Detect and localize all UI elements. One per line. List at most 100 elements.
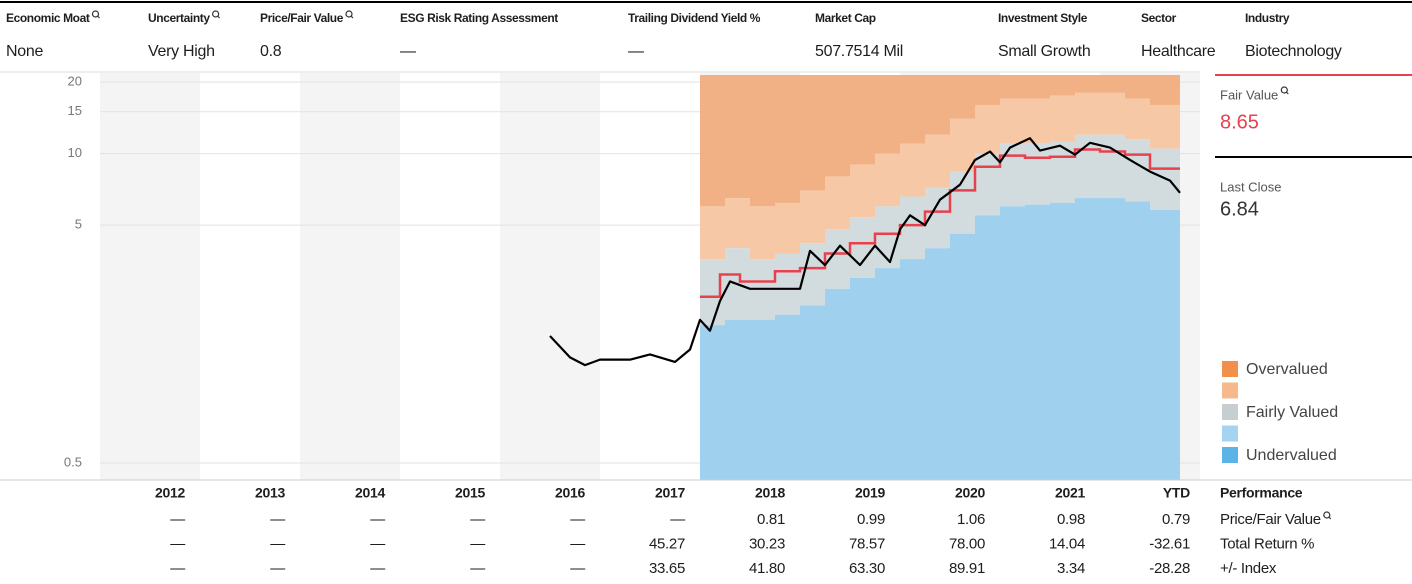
y-tick-label: 0.5 xyxy=(64,454,82,469)
field-label: Industry xyxy=(1245,11,1290,25)
info-icon xyxy=(1285,91,1289,95)
overvalued-band xyxy=(950,75,975,119)
undervalued-band xyxy=(975,215,1000,481)
y-tick-label: 5 xyxy=(75,217,82,232)
fairly-valued-band xyxy=(975,153,1000,216)
legend-swatch xyxy=(1222,447,1238,463)
undervalued-band xyxy=(1150,209,1180,480)
table-cell: 78.57 xyxy=(849,535,885,552)
row-label: +/- Index xyxy=(1220,560,1277,577)
info-icon xyxy=(217,15,221,19)
overvalued-band xyxy=(975,75,1000,106)
legend-label: Fairly Valued xyxy=(1246,404,1338,421)
row-label: Total Return % xyxy=(1220,535,1314,552)
field-label: Trailing Dividend Yield % xyxy=(628,11,761,25)
table-cell: — xyxy=(470,511,485,528)
overvalued-band xyxy=(875,75,900,154)
undervalued-band xyxy=(700,325,725,480)
field-value: 0.8 xyxy=(260,43,282,60)
undervalued-band xyxy=(825,288,850,480)
table-cell: 30.23 xyxy=(749,535,785,552)
table-cell: 14.04 xyxy=(1049,535,1085,552)
table-cell: — xyxy=(370,511,385,528)
overvalued-light-band xyxy=(1025,98,1050,144)
field-label: Sector xyxy=(1141,11,1177,25)
field-value: Healthcare xyxy=(1141,43,1216,60)
overvalued-band xyxy=(925,75,950,135)
undervalued-band xyxy=(850,277,875,480)
undervalued-band xyxy=(800,305,825,480)
price-line xyxy=(549,137,1181,367)
y-tick-label: 10 xyxy=(68,145,82,160)
fair-value: 8.65 xyxy=(1220,111,1259,133)
table-cell: 78.00 xyxy=(949,535,985,552)
overvalued-band xyxy=(775,75,800,203)
overvalued-band xyxy=(1000,75,1025,99)
table-cell: — xyxy=(270,560,285,577)
table-cell: — xyxy=(470,535,485,552)
table-cell: 0.98 xyxy=(1057,511,1085,528)
overvalued-light-band xyxy=(1125,98,1150,140)
overvalued-band xyxy=(725,75,750,199)
year-label: 2012 xyxy=(155,485,185,501)
field-label: Price/Fair Value xyxy=(260,11,344,25)
overvalued-light-band xyxy=(1100,92,1125,135)
table-cell: — xyxy=(670,511,685,528)
field-value: — xyxy=(400,43,416,60)
year-label: 2017 xyxy=(655,485,685,501)
undervalued-band xyxy=(1125,201,1150,480)
undervalued-band xyxy=(775,314,800,480)
year-label: 2013 xyxy=(255,485,285,501)
table-cell: — xyxy=(170,535,185,552)
table-cell: — xyxy=(370,560,385,577)
undervalued-band xyxy=(1025,204,1050,481)
undervalued-band xyxy=(750,319,775,480)
overvalued-light-band xyxy=(1075,92,1100,135)
table-cell: 45.27 xyxy=(649,535,685,552)
fairly-valued-band xyxy=(850,217,875,278)
fairly-valued-band xyxy=(775,253,800,315)
column-shade xyxy=(100,73,200,480)
info-icon xyxy=(350,15,354,19)
table-cell: 0.99 xyxy=(857,511,885,528)
year-label: 2019 xyxy=(855,485,885,501)
overvalued-band xyxy=(1075,75,1100,93)
undervalued-band xyxy=(1050,202,1075,481)
field-label: ESG Risk Rating Assessment xyxy=(400,11,558,25)
undervalued-band xyxy=(950,233,975,480)
overvalued-light-band xyxy=(825,176,850,230)
table-cell: -28.28 xyxy=(1149,560,1190,577)
year-label: 2016 xyxy=(555,485,585,501)
info-icon xyxy=(212,10,220,18)
overvalued-light-band xyxy=(900,143,925,197)
overvalued-light-band xyxy=(1150,105,1180,149)
fairly-valued-band xyxy=(900,196,925,260)
field-label: Investment Style xyxy=(998,11,1088,25)
info-icon xyxy=(97,15,100,19)
fairly-valued-band xyxy=(1100,134,1125,199)
table-cell: — xyxy=(570,511,585,528)
table-cell: -32.61 xyxy=(1149,535,1190,552)
field-label: Economic Moat xyxy=(6,11,90,25)
table-cell: 0.79 xyxy=(1162,511,1190,528)
overvalued-light-band xyxy=(750,206,775,260)
legend-swatch xyxy=(1222,361,1238,377)
overvalued-band xyxy=(1150,75,1180,106)
fairly-valued-band xyxy=(1025,143,1050,205)
overvalued-band xyxy=(900,75,925,144)
year-label: 2020 xyxy=(955,485,985,501)
column-shade xyxy=(300,73,400,480)
overvalued-light-band xyxy=(775,202,800,254)
overvalued-band xyxy=(1025,75,1050,99)
y-tick-label: 20 xyxy=(68,73,82,88)
legend-swatch xyxy=(1222,382,1238,399)
table-cell: 89.91 xyxy=(949,560,985,577)
overvalued-light-band xyxy=(975,105,1000,154)
table-cell: 41.80 xyxy=(749,560,785,577)
info-icon xyxy=(1280,86,1288,94)
legend-swatch xyxy=(1222,425,1238,442)
field-value: Biotechnology xyxy=(1245,43,1342,60)
overvalued-light-band xyxy=(1050,95,1075,142)
